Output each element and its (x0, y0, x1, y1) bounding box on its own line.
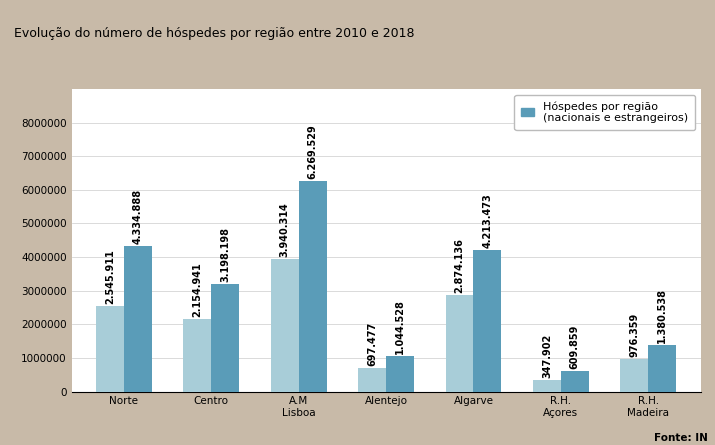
Bar (473, 250, 501, 392)
Text: 609.859: 609.859 (570, 325, 580, 369)
Bar (124, 246, 152, 392)
Bar (96, 306, 124, 392)
Bar (561, 371, 589, 392)
Text: 2.545.911: 2.545.911 (105, 249, 115, 304)
Legend: Hóspedes por região
(nacionais e estrangeiros): Hóspedes por região (nacionais e estrang… (515, 94, 695, 130)
Text: 1.044.528: 1.044.528 (395, 299, 405, 355)
Bar (621, 359, 649, 392)
Text: Evolução do número de hóspedes por região entre 2010 e 2018: Evolução do número de hóspedes por regiã… (14, 27, 415, 40)
Bar (183, 319, 212, 392)
Bar (386, 356, 414, 392)
Text: 2.154.941: 2.154.941 (192, 263, 202, 317)
Bar (271, 259, 299, 392)
Bar (358, 368, 386, 392)
Text: 4.334.888: 4.334.888 (133, 189, 143, 244)
Text: 4.213.473: 4.213.473 (483, 193, 493, 248)
Bar (299, 181, 327, 392)
Bar (533, 380, 561, 392)
Text: 3.940.314: 3.940.314 (280, 202, 290, 257)
Bar (649, 345, 676, 392)
Text: 6.269.529: 6.269.529 (307, 124, 317, 179)
Text: 976.359: 976.359 (629, 312, 639, 357)
Text: Fonte: IN: Fonte: IN (654, 433, 708, 443)
Bar (445, 295, 473, 392)
Text: 3.198.198: 3.198.198 (220, 227, 230, 282)
Text: 1.380.538: 1.380.538 (657, 288, 667, 343)
Text: 2.874.136: 2.874.136 (455, 238, 465, 293)
Text: 697.477: 697.477 (367, 322, 377, 366)
Bar (212, 284, 240, 392)
Text: 347.902: 347.902 (542, 334, 552, 378)
